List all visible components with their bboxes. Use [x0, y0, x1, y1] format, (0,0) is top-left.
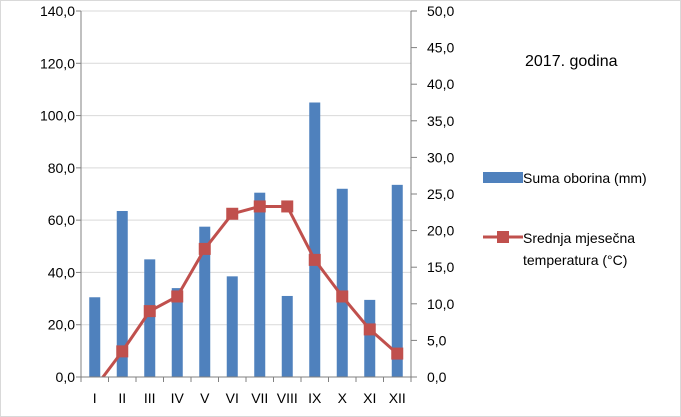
y-right-tick-label: 20,0 — [427, 223, 454, 239]
legend-label-temperature-line2: temperatura (°C) — [523, 252, 627, 268]
temperature-marker — [391, 347, 404, 360]
x-tick-label: X — [338, 390, 348, 406]
grid-layer — [81, 10, 411, 326]
bar — [199, 226, 211, 377]
temperature-marker — [116, 345, 129, 358]
bar — [89, 297, 101, 377]
y-right-tick-label: 0,0 — [427, 369, 447, 385]
y-left-tick-label: 60,0 — [48, 212, 75, 228]
bars-layer — [89, 102, 403, 377]
bar — [116, 210, 128, 377]
temperature-marker — [143, 305, 156, 318]
temperature-marker — [308, 253, 321, 266]
legend-label-precipitation: Suma oborina (mm) — [523, 170, 647, 186]
temperature-line — [101, 204, 399, 377]
y-left-tick-label: 140,0 — [40, 3, 75, 19]
y-left-tick-label: 120,0 — [40, 55, 75, 71]
y-left-tick-label: 0,0 — [56, 369, 76, 385]
legend: Suma oborina (mm) Srednja mjesečna tempe… — [483, 170, 647, 268]
bar — [171, 288, 183, 377]
legend-label-temperature-line1: Srednja mjesečna — [523, 230, 635, 246]
legend-swatch-precipitation — [483, 172, 523, 183]
bar — [391, 184, 403, 377]
y-right-tick-label: 50,0 — [427, 3, 454, 19]
y-right-tick-label: 45,0 — [427, 40, 454, 56]
x-tick-label: I — [93, 390, 97, 406]
x-tick-label: IV — [171, 390, 185, 406]
y-right-tick-label: 35,0 — [427, 113, 454, 129]
y-right-tick-label: 5,0 — [427, 332, 447, 348]
axes-layer — [76, 10, 417, 382]
x-tick-label: VI — [226, 390, 239, 406]
bar — [254, 192, 266, 377]
x-tick-label: III — [144, 390, 156, 406]
temperature-marker — [363, 323, 376, 336]
chart-title: 2017. godina — [525, 53, 618, 70]
y-right-tick-label: 30,0 — [427, 149, 454, 165]
temperature-marker — [336, 290, 349, 303]
temperature-marker — [171, 290, 184, 303]
y-right-tick-label: 15,0 — [427, 259, 454, 275]
y-left-tick-label: 20,0 — [48, 317, 75, 333]
temperature-marker — [226, 207, 239, 220]
bar — [309, 102, 321, 377]
y-left-tick-label: 80,0 — [48, 160, 75, 176]
x-tick-label: II — [118, 390, 126, 406]
bar — [226, 276, 238, 377]
x-tick-label: XII — [389, 390, 406, 406]
x-tick-label: V — [200, 390, 210, 406]
y-right-tick-label: 10,0 — [427, 296, 454, 312]
bar — [144, 259, 156, 377]
legend-marker-temperature — [497, 231, 509, 243]
bar — [281, 295, 293, 377]
bar — [364, 299, 376, 377]
x-tick-label: VIII — [277, 390, 298, 406]
temperature-marker — [253, 200, 266, 213]
line-layer — [101, 200, 404, 377]
y-right-tick-label: 40,0 — [427, 76, 454, 92]
y-right-tick-label: 25,0 — [427, 186, 454, 202]
y-left-tick-label: 100,0 — [40, 108, 75, 124]
bar — [336, 188, 348, 377]
temperature-marker — [198, 242, 211, 255]
x-tick-label: XI — [363, 390, 376, 406]
temperature-marker — [281, 200, 294, 213]
x-tick-label: VII — [251, 390, 268, 406]
labels-layer: 0,0 20,0 40,0 60,0 80,0 100,0 120,0 140,0 0,0 5,0… — [40, 3, 455, 406]
y-left-tick-label: 40,0 — [48, 264, 75, 280]
x-tick-label: IX — [308, 390, 322, 406]
